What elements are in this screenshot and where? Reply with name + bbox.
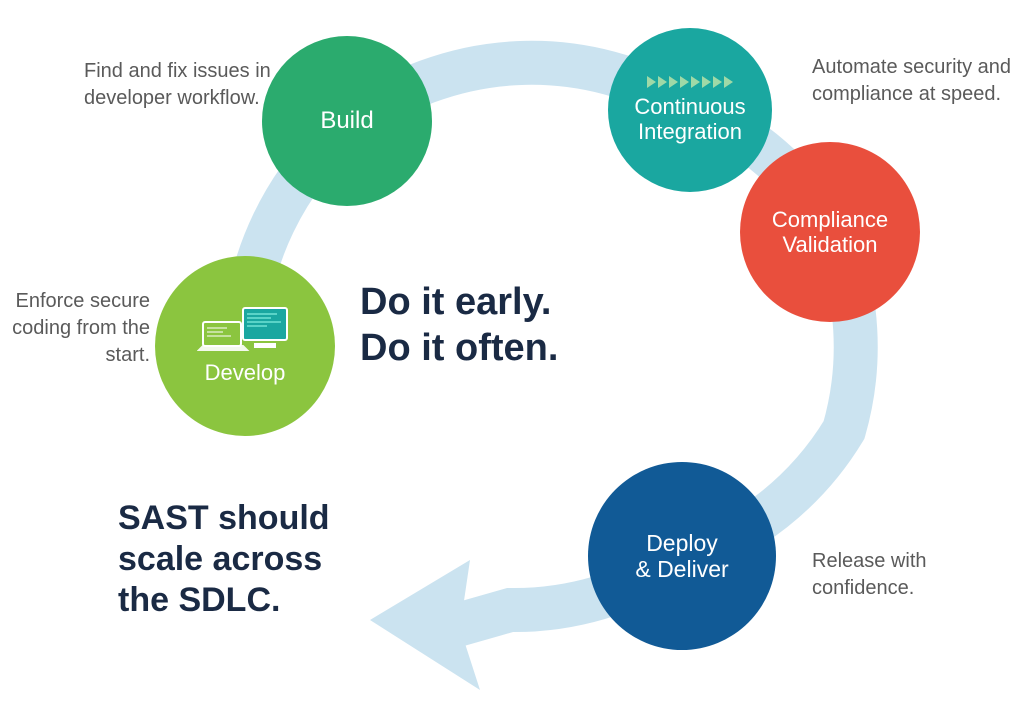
node-desc-build: Find and fix issues in developer workflo… xyxy=(84,58,294,112)
node-label-line1: Compliance xyxy=(772,207,888,232)
node-develop: Develop xyxy=(155,256,335,436)
node-label-line2: Validation xyxy=(783,232,878,257)
center-heading: Do it early. Do it often. xyxy=(360,280,558,371)
node-label: Develop xyxy=(205,360,286,385)
node-desc-develop: Enforce secure coding from the start. xyxy=(0,288,150,369)
secondary-heading-line3: the SDLC. xyxy=(118,580,330,621)
node-desc-deploy: Release with confidence. xyxy=(812,548,992,602)
secondary-heading-line1: SAST should xyxy=(118,498,330,539)
node-desc-compliance: Automate security and compliance at spee… xyxy=(812,54,1024,108)
node-ci: ContinuousIntegration xyxy=(608,28,772,192)
center-heading-line1: Do it early. xyxy=(360,280,558,326)
node-label-line1: Deploy xyxy=(646,530,718,556)
node-deploy: Deploy& Deliver xyxy=(588,462,776,650)
center-heading-line2: Do it often. xyxy=(360,326,558,372)
node-label-line2: & Deliver xyxy=(635,556,728,582)
secondary-heading-line2: scale across xyxy=(118,539,330,580)
sdlc-diagram: Develop Enforce secure coding from the st… xyxy=(0,0,1024,715)
node-label-line2: Integration xyxy=(638,119,742,144)
secondary-heading: SAST should scale across the SDLC. xyxy=(118,498,330,620)
node-compliance: ComplianceValidation xyxy=(740,142,920,322)
node-label-line1: Continuous xyxy=(634,94,745,119)
node-label: Build xyxy=(320,107,373,135)
code-screens-icon xyxy=(197,306,293,360)
chevrons-icon xyxy=(647,76,733,88)
